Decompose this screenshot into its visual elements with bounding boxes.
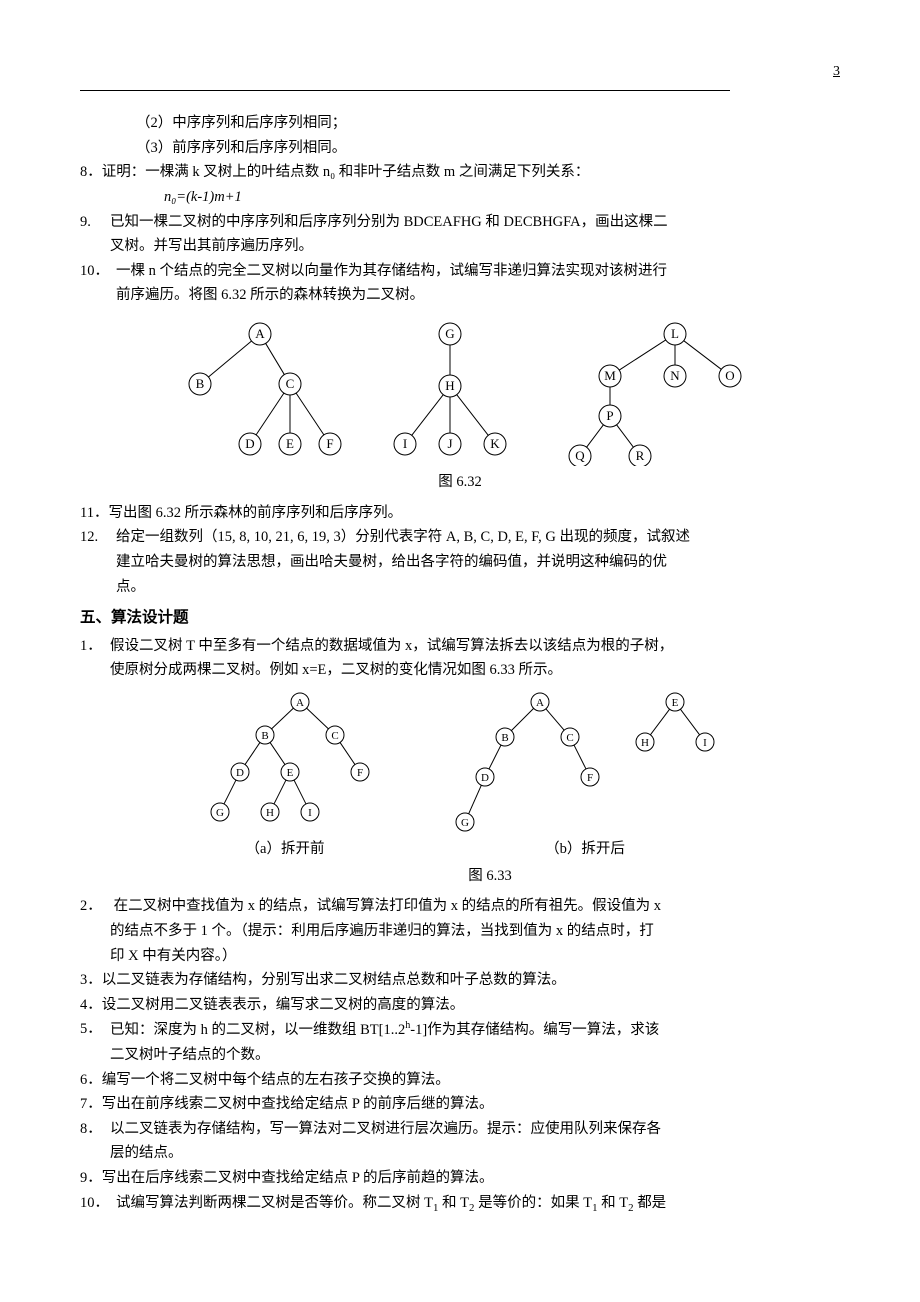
svg-text:C: C [566,732,573,744]
svg-text:I: I [308,807,312,819]
svg-text:C: C [286,376,295,391]
algo-8: 8． 以二叉链表为存储结构，写一算法对二叉树进行层次遍历。提示：应使用队列来保存… [80,1117,840,1166]
svg-text:B: B [261,730,268,742]
svg-text:G: G [461,817,469,829]
question-8-formula: n₀=(k-1)m+1 [80,185,840,210]
sub-item-3: （3）前序序列和后序序列相同。 [80,136,840,161]
question-12: 12. 给定一组数列（15, 8, 10, 21, 6, 19, 3）分别代表字… [80,525,840,599]
figure-6-33b-caption: （b）拆开后 [440,837,730,862]
svg-text:D: D [245,436,254,451]
svg-text:G: G [445,326,454,341]
svg-text:H: H [641,737,649,749]
header-rule [80,90,730,91]
algo-6: 6．编写一个将二叉树中每个结点的左右孩子交换的算法。 [80,1068,840,1093]
svg-text:E: E [672,697,679,709]
algo-2: 2． 在二叉树中查找值为 x 的结点，试编写算法打印值为 x 的结点的所有祖先。… [80,894,840,968]
svg-text:E: E [287,767,294,779]
svg-text:A: A [536,697,544,709]
svg-text:D: D [481,772,489,784]
svg-text:A: A [296,697,304,709]
algo-5: 5． 已知：深度为 h 的二叉树，以一维数组 BT[1..2h-1]作为其存储结… [80,1017,840,1067]
svg-text:L: L [671,326,679,341]
svg-text:E: E [286,436,294,451]
question-10: 10． 一棵 n 个结点的完全二叉树以向量作为其存储结构，试编写非递归算法实现对… [80,259,840,308]
svg-text:G: G [216,807,224,819]
svg-text:F: F [357,767,363,779]
svg-text:J: J [447,436,452,451]
svg-text:P: P [606,408,613,423]
figure-6-33-caption: 图 6.33 [80,864,840,889]
figure-6-32: A B C D E F G H I J K L M N O P Q R [80,316,840,466]
svg-text:R: R [636,448,645,463]
svg-text:F: F [326,436,333,451]
sub-item-2: （2）中序序列和后序序列相同； [80,111,840,136]
question-8: 8．证明：一棵满 k 叉树上的叶结点数 n₀ 和非叶子结点数 m 之间满足下列关… [80,160,840,185]
algo-3: 3．以二叉链表为存储结构，分别写出求二叉树结点总数和叶子总数的算法。 [80,968,840,993]
figure-6-32-caption: 图 6.32 [80,470,840,495]
svg-text:H: H [266,807,274,819]
algo-10: 10． 试编写算法判断两棵二叉树是否等价。称二叉树 T1 和 T2 是等价的：如… [80,1191,840,1217]
svg-text:I: I [403,436,407,451]
svg-text:F: F [587,772,593,784]
svg-text:B: B [196,376,205,391]
algo-1: 1． 假设二叉树 T 中至多有一个结点的数据域值为 x，试编写算法拆去以该结点为… [80,634,840,683]
figure-6-33a-caption: （a）拆开前 [190,837,380,862]
svg-text:A: A [255,326,265,341]
algo-4: 4．设二叉树用二叉链表表示，编写求二叉树的高度的算法。 [80,993,840,1018]
svg-text:K: K [490,436,500,451]
question-11: 11．写出图 6.32 所示森林的前序序列和后序序列。 [80,501,840,526]
algo-9: 9．写出在后序线索二叉树中查找给定结点 P 的后序前趋的算法。 [80,1166,840,1191]
svg-text:H: H [445,378,454,393]
svg-text:Q: Q [575,448,585,463]
svg-text:C: C [331,730,338,742]
section-5-heading: 五、算法设计题 [80,605,840,631]
svg-text:M: M [604,368,616,383]
algo-7: 7．写出在前序线索二叉树中查找给定结点 P 的前序后继的算法。 [80,1092,840,1117]
svg-text:N: N [670,368,680,383]
question-9: 9. 已知一棵二叉树的中序序列和后序序列分别为 BDCEAFHG 和 DECBH… [80,210,840,259]
svg-text:D: D [236,767,244,779]
content: （2）中序序列和后序序列相同； （3）前序序列和后序序列相同。 8．证明：一棵满… [80,111,840,1217]
svg-text:I: I [703,737,707,749]
page-number: 3 [833,60,840,84]
svg-text:O: O [725,368,734,383]
svg-text:B: B [501,732,508,744]
figure-6-33: A B C D E F G H I （a）拆开前 A B C D F G E H I （b）拆开后 [80,687,840,862]
